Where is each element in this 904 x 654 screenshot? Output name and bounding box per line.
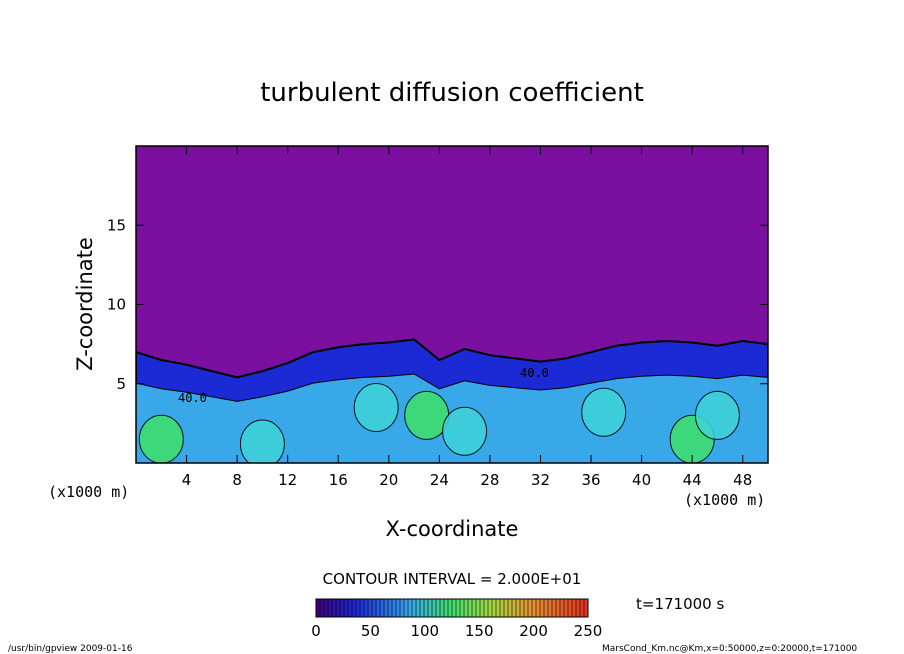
- x-tick-label: 24: [430, 471, 449, 489]
- colorbar-stripes: [319, 599, 585, 617]
- x-tick-label: 44: [683, 471, 702, 489]
- x-unit-right: (x1000 m): [684, 491, 765, 509]
- y-tick-label: 15: [107, 216, 126, 234]
- high-value-cell: [239, 419, 285, 463]
- contour-label-1: 40.0: [178, 391, 207, 405]
- y-axis-ticks: 5 10 15: [107, 216, 768, 393]
- x-tick-label: 28: [480, 471, 499, 489]
- colorbar-tick-label: 100: [410, 622, 439, 640]
- colorbar-tick-label: 200: [519, 622, 548, 640]
- x-tick-label: 8: [232, 471, 242, 489]
- x-unit-left: (x1000 m): [48, 483, 129, 501]
- x-tick-label: 32: [531, 471, 550, 489]
- y-tick-label: 5: [116, 375, 126, 393]
- x-tick-label: 40: [632, 471, 651, 489]
- high-value-cell: [353, 383, 399, 432]
- high-value-cell: [581, 387, 627, 437]
- high-value-cell: [442, 406, 488, 456]
- x-tick-label: 4: [182, 471, 192, 489]
- footer-right: MarsCond_Km.nc@Km,x=0:50000,z=0:20000,t=…: [602, 644, 857, 654]
- colorbar-tick-label: 0: [311, 622, 321, 640]
- colorbar-tick-label: 50: [361, 622, 380, 640]
- contour-interval-text: CONTOUR INTERVAL = 2.000E+01: [323, 570, 582, 588]
- heatmap-field: [136, 146, 768, 463]
- chart-title: turbulent diffusion coefficient: [260, 78, 644, 108]
- x-tick-label: 12: [278, 471, 297, 489]
- y-axis-label: Z-coordinate: [73, 237, 97, 371]
- colorbar-ticks: 0 50 100 150 200 250: [311, 622, 602, 640]
- colorbar-tick-label: 150: [465, 622, 494, 640]
- high-value-cells: [138, 383, 740, 463]
- high-value-cell: [138, 414, 184, 463]
- x-tick-label: 36: [581, 471, 600, 489]
- time-label: t=171000 s: [636, 595, 724, 613]
- x-axis-label: X-coordinate: [386, 517, 519, 541]
- x-tick-label: 48: [733, 471, 752, 489]
- x-tick-label: 20: [379, 471, 398, 489]
- x-tick-label: 16: [329, 471, 348, 489]
- colorbar-tick-label: 250: [574, 622, 603, 640]
- high-value-cell: [694, 390, 740, 440]
- x-axis-ticks: 4 8 12 16 20 24 28 32 36 40 44 48: [182, 146, 752, 489]
- high-value-cell: [404, 390, 450, 440]
- y-tick-label: 10: [107, 296, 126, 314]
- contour-label-2: 40.0: [520, 366, 549, 380]
- footer-left: /usr/bin/gpview 2009-01-16: [8, 644, 133, 654]
